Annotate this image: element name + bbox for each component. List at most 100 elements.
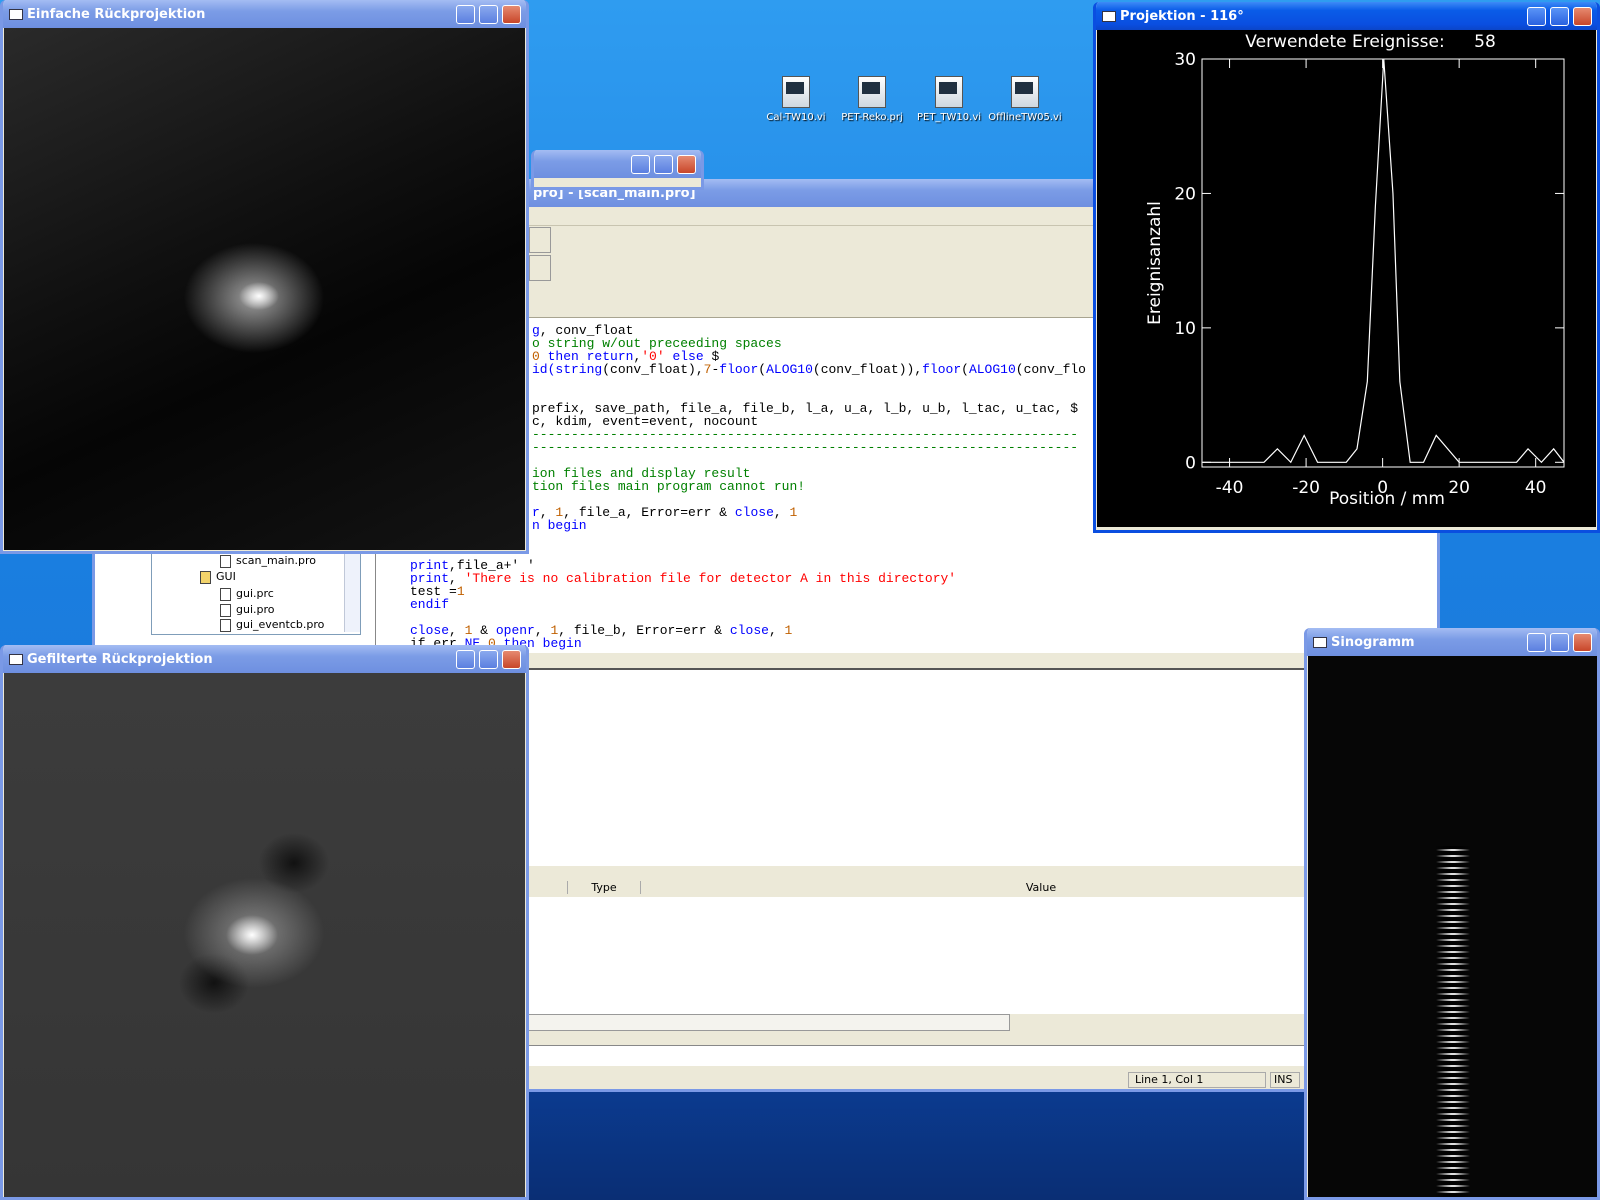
code-token: ,: [768, 623, 785, 638]
title-bar: Gefilterte Rückprojektion: [3, 645, 526, 673]
desktop-icon[interactable]: Cal-TW10.vi: [756, 76, 836, 128]
maximize-button[interactable]: [479, 650, 498, 669]
toolbar-button: [529, 227, 551, 253]
icon-label: Cal-TW10.vi: [766, 112, 826, 123]
code-token: , conv_float: [539, 323, 634, 338]
window: Gefilterte Rückprojektion: [0, 645, 529, 1200]
chart-title: Verwendete Ereignisse:: [1245, 32, 1444, 52]
icon-screen: [1015, 82, 1033, 94]
desktop-icon[interactable]: OfflineTW05.vi: [985, 76, 1065, 128]
maximize-button[interactable]: [654, 155, 673, 174]
code-line: g, conv_float: [532, 324, 633, 337]
window: Einfache Rückprojektion: [0, 0, 529, 554]
code-line: tion files main program cannot run!: [532, 480, 805, 493]
code-token: ,: [534, 623, 551, 638]
minimize-button[interactable]: [456, 650, 475, 669]
code-token: 0: [488, 636, 496, 651]
tree-item[interactable]: gui_eventcb.pro: [236, 618, 325, 631]
window-title: Projektion - 116°: [1120, 9, 1244, 24]
code-token: tion files main program cannot run!: [532, 479, 806, 494]
icon-label: PET_TW10.vi: [916, 112, 982, 123]
minimize-button[interactable]: [456, 5, 475, 24]
code-token: 0: [532, 349, 540, 364]
tree-icon: [200, 571, 211, 584]
events-used: 58: [1474, 32, 1496, 52]
code-token: floor: [719, 362, 759, 377]
tree-item[interactable]: gui.prc: [236, 587, 274, 600]
output-pane: [375, 668, 1437, 866]
code-token: r: [532, 505, 540, 520]
code-line: c, kdim, event=event, nocount: [532, 415, 758, 428]
tree-icon: [220, 619, 231, 632]
tree-item[interactable]: GUI: [216, 570, 236, 583]
icon-label: OfflineTW05.vi: [988, 112, 1062, 123]
image-display: [4, 673, 525, 1197]
minimize-button[interactable]: [631, 155, 650, 174]
project-tree: scan_main.pro GUI gui.prc gui.pro gui_eventc…: [151, 549, 361, 635]
variables-header: Type Value: [375, 879, 1437, 898]
code-token: 7: [703, 362, 712, 377]
code-line: r, 1, file_a, Error=err & close, 1: [532, 506, 797, 519]
code-token: 1: [550, 623, 559, 638]
title-bar: Sinogramm: [1307, 628, 1597, 656]
window-icon: [1313, 637, 1327, 648]
code-line: prefix, save_path, file_a, file_b, l_a, …: [532, 402, 1078, 415]
icon-screen: [862, 82, 880, 94]
toolbar: [95, 225, 1437, 318]
code-token: ,file_a+' ': [449, 558, 535, 573]
desktop-icon[interactable]: PET_TW10.vi: [909, 76, 989, 128]
close-button[interactable]: [502, 650, 521, 669]
minimize-button[interactable]: [1527, 7, 1546, 26]
code-token: print: [410, 558, 450, 573]
code-token: '0': [641, 349, 665, 364]
tree-icon: [220, 604, 231, 617]
code-token: g: [532, 323, 540, 338]
code-token: , file_b, Error=err &: [558, 623, 730, 638]
status-cell: INS: [1270, 1072, 1300, 1088]
window-title: Einfache Rückprojektion: [27, 7, 206, 22]
window-icon: [1102, 11, 1116, 22]
image-display: [1308, 656, 1597, 1197]
code-token: then return: [539, 349, 634, 364]
icon-screen: [939, 82, 957, 94]
status-cell: Line 1, Col 1: [1128, 1072, 1266, 1088]
code-line: n begin: [532, 519, 587, 532]
maximize-button[interactable]: [1550, 633, 1569, 652]
code-token: (: [961, 362, 969, 377]
maximize-button[interactable]: [1550, 7, 1569, 26]
code-token: ,: [539, 505, 556, 520]
code-token: endif: [410, 597, 450, 612]
code-line: id(string(conv_float),7-floor(ALOG10(con…: [532, 363, 1086, 376]
code-token: ion files and display result: [532, 466, 751, 481]
icon-label: PET-Reko.prj: [841, 112, 903, 123]
close-button[interactable]: [1573, 633, 1592, 652]
maximize-button[interactable]: [479, 5, 498, 24]
title-bar: Projektion - 116°: [1096, 2, 1597, 30]
data-line: [1202, 58, 1565, 464]
close-button[interactable]: [1573, 7, 1592, 26]
code-line: print, 'There is no calibration file for…: [410, 572, 956, 585]
x-tick-label: 20: [1448, 478, 1470, 498]
y-axis-label: Ereignisanzahl: [1145, 201, 1165, 325]
y-tick-label: 30: [1174, 50, 1196, 70]
x-tick-label: -20: [1292, 478, 1320, 498]
minimize-button[interactable]: [1527, 633, 1546, 652]
image-display: [4, 28, 525, 550]
code-token: o string w/out preceeding spaces: [532, 336, 782, 351]
code-token: ,: [449, 571, 465, 586]
tree-item[interactable]: scan_main.pro: [236, 554, 316, 567]
code-token: ----------------------------------------…: [532, 427, 1079, 442]
close-button[interactable]: [502, 5, 521, 24]
chart: -40 -20 0 20 40 0 10 20 30 Verwendete Ereignisse:…: [1097, 30, 1596, 527]
close-button[interactable]: [677, 155, 696, 174]
plot-background: [1097, 30, 1596, 527]
code-token: close: [410, 623, 450, 638]
code-line: print,file_a+' ': [410, 559, 535, 572]
code-token: 1: [456, 584, 465, 599]
toolbar-button: [529, 255, 551, 281]
code-token: (: [758, 362, 767, 377]
code-line: 0 then return,'0' else $: [532, 350, 719, 363]
code-line: ----------------------------------------…: [532, 428, 1078, 441]
desktop-icon[interactable]: PET-Reko.prj: [832, 76, 912, 128]
tree-item[interactable]: gui.pro: [236, 603, 275, 616]
